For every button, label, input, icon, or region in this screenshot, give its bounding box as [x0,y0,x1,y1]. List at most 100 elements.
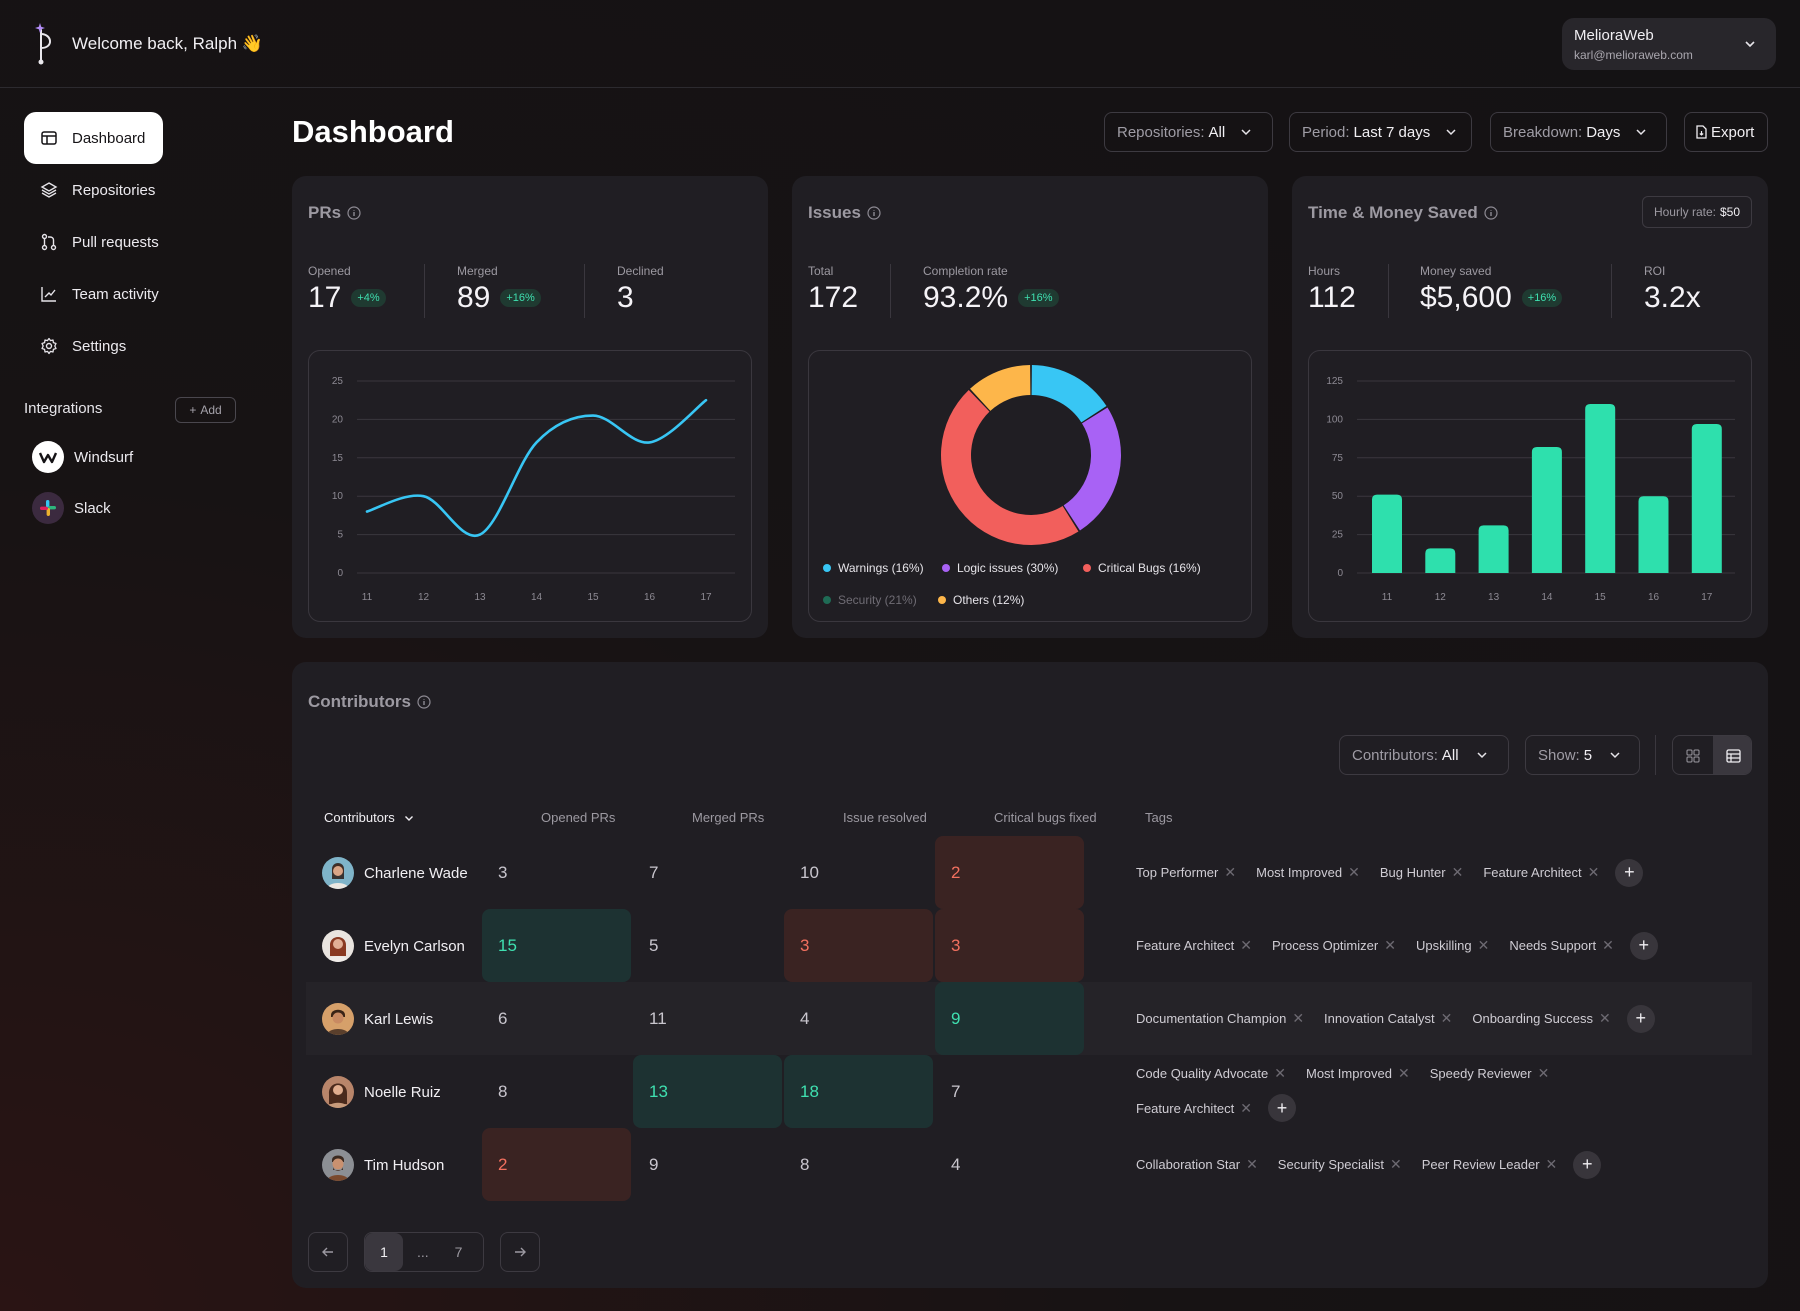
remove-tag-icon[interactable]: ✕ [1537,1065,1550,1081]
table-row[interactable]: Tim Hudson 2 9 8 4 Collaboration Star ✕ S… [306,1128,1752,1201]
remove-tag-icon[interactable]: ✕ [1240,1099,1253,1116]
next-page-button[interactable] [500,1232,540,1272]
repositories-filter[interactable]: Repositories: All [1104,112,1273,152]
tag: Speedy Reviewer ✕ [1422,1061,1558,1086]
column-header-critical-bugs[interactable]: Critical bugs fixed [994,810,1097,825]
remove-tag-icon[interactable]: ✕ [1451,864,1464,880]
contributors-filter[interactable]: Contributors: All [1339,735,1509,775]
merged-prs-cell: 9 [649,1154,659,1174]
column-header-issue-resolved[interactable]: Issue resolved [843,810,927,825]
sidebar-item-pull-requests[interactable]: Pull requests [24,216,163,268]
chevron-down-icon [1610,752,1620,759]
remove-tag-icon[interactable]: ✕ [1240,937,1253,953]
sidebar-item-settings[interactable]: Settings [24,320,163,372]
column-header-contributors[interactable]: Contributors [324,810,415,825]
add-tag-button[interactable]: + [1626,1004,1655,1033]
stat-completion-rate: Completion rate 93.2% +16% [923,264,1059,315]
donut-slice [1063,407,1121,531]
x-tick-label: 16 [1648,592,1660,603]
remove-tag-icon[interactable]: ✕ [1274,1065,1286,1081]
tag: Security Specialist ✕ [1270,1152,1410,1177]
previous-page-button[interactable] [308,1232,348,1272]
bar [1478,525,1509,573]
add-integration-button[interactable]: + Add [175,397,236,423]
account-switcher[interactable]: MelioraWeb karl@melioraweb.com [1562,18,1776,70]
integration-windsurf[interactable]: Windsurf [32,441,133,473]
remove-tag-icon[interactable]: ✕ [1477,937,1490,953]
x-tick-label: 14 [531,592,543,603]
gear-icon [41,337,57,355]
hourly-rate-field[interactable]: Hourly rate: $50 [1642,196,1752,228]
show-count-select[interactable]: Show: 5 [1525,735,1640,775]
prs-line-chart: 0 5 10 15 20 25 11 12 13 14 15 16 17 [332,376,735,603]
table-row[interactable]: Evelyn Carlson 15 5 3 3 Feature Architec… [306,909,1752,982]
card-title-text: Time & Money Saved [1308,203,1478,222]
info-icon[interactable] [347,206,361,220]
remove-tag-icon[interactable]: ✕ [1587,864,1600,880]
remove-tag-icon[interactable]: ✕ [1246,1156,1258,1172]
legend-item: Warnings (16%) [823,561,924,575]
tag: Feature Architect ✕ [1128,1096,1260,1121]
grid-view-button[interactable] [1673,736,1713,774]
period-filter[interactable]: Period: Last 7 days [1289,112,1472,152]
add-tag-button[interactable]: + [1615,858,1644,887]
sidebar-item-label: Dashboard [72,129,146,147]
info-icon[interactable] [417,695,431,709]
table-row[interactable]: Charlene Wade 3 7 10 2 Top Performer ✕ Mo… [306,836,1752,909]
tag: Feature Architect ✕ [1128,933,1260,958]
filter-value: All [1208,123,1226,141]
issues-card: Issues Total 172 Completion rate 93.2% +1… [792,176,1268,638]
tags-cell: Documentation Champion ✕ Innovation Catal… [1128,982,1748,1055]
page-last-button[interactable]: 7 [454,1244,463,1260]
add-tag-button[interactable]: + [1629,931,1658,960]
legend-item: Security (21%) [823,593,917,607]
issue-resolved-cell: 8 [800,1154,810,1174]
critical-bugs-cell: 4 [951,1154,961,1174]
app-logo-icon[interactable] [32,22,60,66]
column-header-opened-prs[interactable]: Opened PRs [541,810,616,825]
remove-tag-icon[interactable]: ✕ [1292,1010,1305,1026]
x-tick-label: 15 [587,592,599,603]
tag-label: Code Quality Advocate [1136,1066,1269,1081]
tag: Process Optimizer ✕ [1264,933,1404,958]
remove-tag-icon[interactable]: ✕ [1224,864,1237,880]
sidebar-item-dashboard[interactable]: Dashboard [24,112,163,164]
remove-tag-icon[interactable]: ✕ [1384,937,1396,953]
divider [890,264,891,318]
layout-icon [41,131,57,145]
add-tag-button[interactable]: + [1268,1094,1297,1122]
page-1-button[interactable]: 1 [365,1233,403,1271]
export-button[interactable]: Export [1684,112,1768,152]
pagination-ellipsis: ... [417,1244,429,1260]
chevron-down-icon [1446,129,1456,136]
remove-tag-icon[interactable]: ✕ [1440,1010,1453,1026]
sidebar-item-repositories[interactable]: Repositories [24,164,163,216]
table-view-button[interactable] [1713,736,1751,774]
info-icon[interactable] [1484,206,1498,220]
table-row[interactable]: Karl Lewis 6 11 4 9 Documentation Champi… [306,982,1752,1055]
sidebar-item-team-activity[interactable]: Team activity [24,268,163,320]
info-icon[interactable] [867,206,881,220]
table-row[interactable]: Noelle Ruiz 8 13 18 7 Code Quality Advoc… [306,1055,1752,1128]
legend-item: Logic issues (30%) [942,561,1058,575]
account-email: karl@melioraweb.com [1574,48,1693,62]
breakdown-filter[interactable]: Breakdown: Days [1490,112,1667,152]
column-header-merged-prs[interactable]: Merged PRs [692,810,765,825]
filter-value: Last 7 days [1353,123,1431,141]
remove-tag-icon[interactable]: ✕ [1390,1156,1402,1172]
divider [584,264,585,318]
divider [1388,264,1389,318]
remove-tag-icon[interactable]: ✕ [1545,1156,1558,1172]
integration-slack[interactable]: Slack [32,492,111,524]
donut-slice [970,365,1031,411]
remove-tag-icon[interactable]: ✕ [1348,864,1360,880]
remove-tag-icon[interactable]: ✕ [1397,1065,1410,1081]
remove-tag-icon[interactable]: ✕ [1602,937,1614,953]
legend-item: Critical Bugs (16%) [1083,561,1201,575]
prs-series-line [365,398,708,538]
file-export-icon [1696,125,1707,139]
add-tag-button[interactable]: + [1573,1150,1602,1179]
remove-tag-icon[interactable]: ✕ [1599,1010,1611,1026]
stat-total: Total 172 [808,264,858,315]
tag: Collaboration Star ✕ [1128,1152,1266,1177]
